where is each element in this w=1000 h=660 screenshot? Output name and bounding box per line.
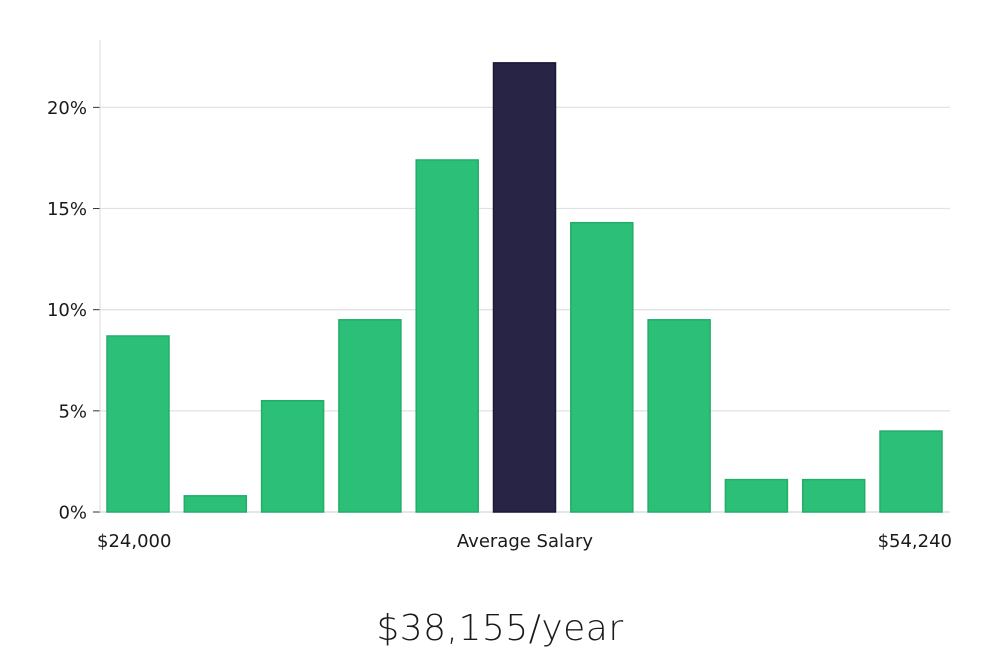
salary-distribution-chart: 0% 5% 10% 15% 20% $24,000 Average Salary $54… — [47, 40, 952, 552]
y-tick-label: 5% — [58, 401, 87, 422]
bar — [879, 430, 943, 513]
x-label-center: Average Salary — [457, 531, 594, 552]
bar — [647, 319, 711, 513]
average-salary-value: $38,155/year — [376, 608, 624, 649]
x-label-min: $24,000 — [97, 531, 171, 552]
bar — [106, 335, 170, 513]
bar — [724, 478, 789, 513]
y-tick-label: 0% — [58, 503, 87, 524]
bar — [183, 495, 248, 513]
bars — [106, 62, 943, 513]
bar — [801, 478, 866, 513]
x-axis-labels: $24,000 Average Salary $54,240 — [97, 531, 952, 552]
bar — [415, 159, 479, 513]
y-tick-label: 10% — [47, 300, 87, 321]
x-label-max: $54,240 — [878, 531, 952, 552]
bar — [260, 399, 325, 513]
bar — [570, 221, 634, 513]
y-tick-label: 20% — [47, 98, 87, 119]
bar — [338, 319, 402, 513]
y-tick-label: 15% — [47, 199, 87, 220]
y-tick-labels: 0% 5% 10% 15% 20% — [47, 98, 87, 524]
bar-average-salary — [492, 62, 557, 513]
